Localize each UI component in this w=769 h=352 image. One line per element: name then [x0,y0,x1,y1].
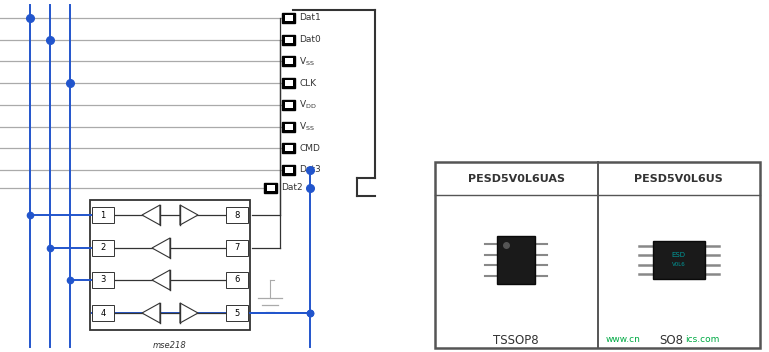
Bar [282,143,295,153]
Text: V$_\mathsf{SS}$: V$_\mathsf{SS}$ [299,120,315,133]
Bar [285,167,293,173]
Text: ics.com: ics.com [685,335,720,345]
Bar [92,240,114,256]
Polygon shape [180,205,198,225]
Bar [226,240,248,256]
Bar [92,305,114,321]
Text: V0L6: V0L6 [672,263,686,268]
Polygon shape [152,270,170,290]
Bar [264,183,277,193]
Bar [282,165,295,175]
Bar [282,100,295,110]
Text: mse218: mse218 [153,340,187,350]
Bar [226,272,248,288]
Text: 7: 7 [235,244,240,252]
Bar [285,15,293,21]
Text: 8: 8 [235,210,240,220]
Text: PESD5V0L6UAS: PESD5V0L6UAS [468,174,564,183]
Bar [285,124,293,130]
Text: 2: 2 [101,244,105,252]
Text: TSSOP8: TSSOP8 [494,333,539,346]
Text: 4: 4 [101,308,105,318]
Text: 3: 3 [100,276,105,284]
Bar [282,13,295,23]
Bar [498,236,535,284]
Bar [435,162,760,348]
Text: CMD: CMD [299,144,320,153]
Text: V$_\mathsf{SS}$: V$_\mathsf{SS}$ [299,55,315,68]
Text: 1: 1 [101,210,105,220]
Polygon shape [180,303,198,323]
Text: CLK: CLK [299,78,316,88]
Text: 6: 6 [235,276,240,284]
Bar [92,207,114,223]
Polygon shape [142,303,160,323]
Bar [285,145,293,151]
Text: 5: 5 [235,308,240,318]
Text: Dat0: Dat0 [299,35,321,44]
Text: www.cn: www.cn [605,335,641,345]
Bar [282,56,295,67]
Bar [285,37,293,43]
Text: V$_\mathsf{DD}$: V$_\mathsf{DD}$ [299,99,317,111]
Bar [90,200,250,330]
Bar [226,305,248,321]
Bar [285,80,293,86]
Text: ESD: ESD [672,252,686,258]
Bar [92,272,114,288]
Bar [282,78,295,88]
Bar [653,241,704,279]
Polygon shape [142,205,160,225]
Bar [226,207,248,223]
Bar [282,121,295,132]
Bar [282,35,295,45]
Bar [267,185,275,191]
Text: SO8: SO8 [660,333,684,346]
Bar [285,102,293,108]
Text: Dat2: Dat2 [281,183,303,193]
Text: Dat1: Dat1 [299,13,321,23]
Bar [285,58,293,64]
Text: PESD5V0L6US: PESD5V0L6US [634,174,723,183]
Polygon shape [152,238,170,258]
Text: Dat3: Dat3 [299,165,321,175]
